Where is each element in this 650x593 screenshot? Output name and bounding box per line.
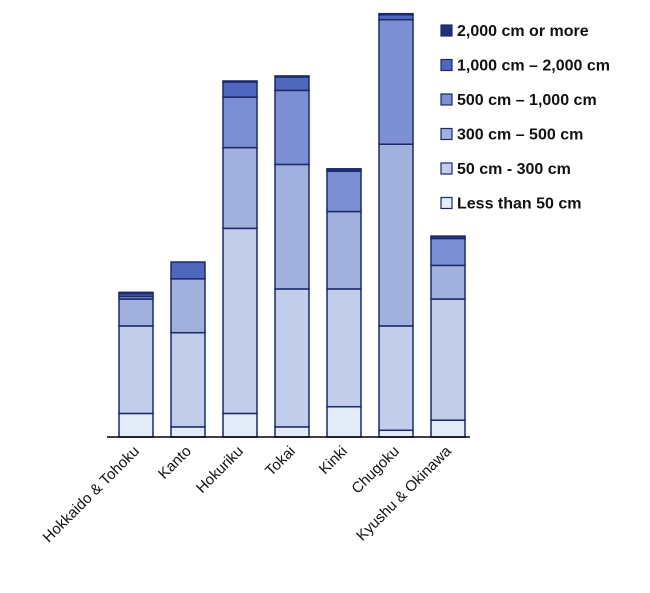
- bar-segment-kanto-less-than-50-cm: [170, 426, 206, 438]
- legend-swatch-300-cm-500-cm: [440, 127, 453, 141]
- bar-segment-chugoku-2-000-cm-or-more: [378, 12, 414, 16]
- legend-swatch-1-000-cm-2-000-cm: [440, 58, 453, 72]
- x-tick-label-kinki: Kinki: [316, 443, 351, 478]
- bar-segment-hokuriku-less-than-50-cm: [222, 412, 258, 438]
- bar-segment-hokuriku-1-000-cm-2-000-cm: [222, 81, 258, 98]
- bar-segment-tokai-500-cm-1-000-cm: [274, 89, 310, 166]
- x-tick-label-hokkaido-tohoku: Hokkaido & Tohoku: [40, 443, 143, 546]
- legend-swatch-2-000-cm-or-more: [440, 24, 453, 37]
- x-tick-label-kanto: Kanto: [155, 443, 195, 483]
- legend-label-2-000-cm-or-more: 2,000 cm or more: [457, 23, 589, 40]
- legend-swatch-less-than-50-cm: [440, 196, 453, 210]
- bar-segment-kyushu-okinawa-500-cm-1-000-cm: [430, 237, 466, 267]
- legend-swatch-500-cm-1-000-cm: [440, 93, 453, 106]
- legend-item-1-000-cm-2-000-cm: 1,000 cm – 2,000 cm: [440, 58, 610, 75]
- legend: 2,000 cm or more 1,000 cm – 2,000 cm 500 c…: [440, 23, 610, 213]
- bar-segment-tokai-50-cm-300-cm: [274, 288, 310, 428]
- bar-chugoku: [378, 12, 414, 438]
- bar-segment-tokai-2-000-cm-or-more: [274, 75, 310, 78]
- legend-label-less-than-50-cm: Less than 50 cm: [457, 196, 582, 213]
- bar-segment-tokai-less-than-50-cm: [274, 426, 310, 438]
- bar-segment-kanto-300-cm-500-cm: [170, 278, 206, 334]
- bar-kanto: [170, 261, 206, 438]
- legend-label-50-cm-300-cm: 50 cm - 300 cm: [457, 161, 571, 178]
- bar-segment-kyushu-okinawa-50-cm-300-cm: [430, 298, 466, 421]
- bar-segment-kinki-50-cm-300-cm: [326, 288, 362, 408]
- legend-label-500-cm-1-000-cm: 500 cm – 1,000 cm: [457, 92, 597, 109]
- bar-segment-kinki-300-cm-500-cm: [326, 210, 362, 290]
- bar-kinki: [326, 168, 362, 438]
- bar-segment-kanto-1-000-cm-2-000-cm: [170, 261, 206, 280]
- legend-item-less-than-50-cm: Less than 50 cm: [440, 196, 582, 213]
- bar-hokkaido-tohoku: [118, 291, 154, 438]
- bar-segment-chugoku-less-than-50-cm: [378, 429, 414, 438]
- legend-item-2-000-cm-or-more: 2,000 cm or more: [440, 23, 589, 40]
- bar-segment-kinki-500-cm-1-000-cm: [326, 170, 362, 213]
- legend-label-300-cm-500-cm: 300 cm – 500 cm: [457, 127, 583, 144]
- bar-segment-hokuriku-50-cm-300-cm: [222, 227, 258, 415]
- legend-item-500-cm-1-000-cm: 500 cm – 1,000 cm: [440, 92, 597, 109]
- bar-segment-chugoku-500-cm-1-000-cm: [378, 18, 414, 145]
- legend-item-50-cm-300-cm: 50 cm - 300 cm: [440, 161, 571, 178]
- bar-segment-tokai-300-cm-500-cm: [274, 163, 310, 290]
- legend-item-300-cm-500-cm: 300 cm – 500 cm: [440, 127, 583, 144]
- bar-hokuriku: [222, 80, 258, 438]
- legend-label-1-000-cm-2-000-cm: 1,000 cm – 2,000 cm: [457, 58, 610, 75]
- bar-segment-hokuriku-500-cm-1-000-cm: [222, 96, 258, 149]
- bar-segment-chugoku-1-000-cm-2-000-cm: [378, 13, 414, 21]
- bar-segment-kinki-2-000-cm-or-more: [326, 168, 362, 171]
- x-tick-label-tokai: Tokai: [262, 443, 299, 480]
- bar-segment-kanto-50-cm-300-cm: [170, 331, 206, 428]
- bar-segment-hokkaido-tohoku-less-than-50-cm: [118, 412, 154, 438]
- bar-segment-hokkaido-tohoku-50-cm-300-cm: [118, 325, 154, 415]
- bar-segment-hokuriku-300-cm-500-cm: [222, 146, 258, 230]
- x-tick-label-chugoku: Chugoku: [348, 443, 402, 497]
- bar-segment-kyushu-okinawa-300-cm-500-cm: [430, 264, 466, 300]
- bar-segment-tokai-1-000-cm-2-000-cm: [274, 76, 310, 92]
- bar-segment-chugoku-50-cm-300-cm: [378, 325, 414, 432]
- x-tick-label-kyushu-okinawa: Kyushu & Okinawa: [353, 442, 455, 544]
- legend-swatch-50-cm-300-cm: [440, 162, 453, 175]
- bar-segment-kyushu-okinawa-less-than-50-cm: [430, 419, 466, 438]
- bar-tokai: [274, 75, 310, 438]
- bar-segment-kyushu-okinawa-2-000-cm-or-more: [430, 235, 466, 238]
- bar-segment-hokuriku-2-000-cm-or-more: [222, 80, 258, 83]
- bars-layer: [118, 12, 466, 438]
- bar-segment-chugoku-300-cm-500-cm: [378, 143, 414, 327]
- x-tick-label-hokuriku: Hokuriku: [193, 443, 247, 497]
- bar-segment-hokkaido-tohoku-300-cm-500-cm: [118, 298, 154, 327]
- bar-segment-kinki-less-than-50-cm: [326, 405, 362, 438]
- bar-segment-hokkaido-tohoku-2-000-cm-or-more: [118, 291, 154, 295]
- bar-kyushu-okinawa: [430, 235, 466, 438]
